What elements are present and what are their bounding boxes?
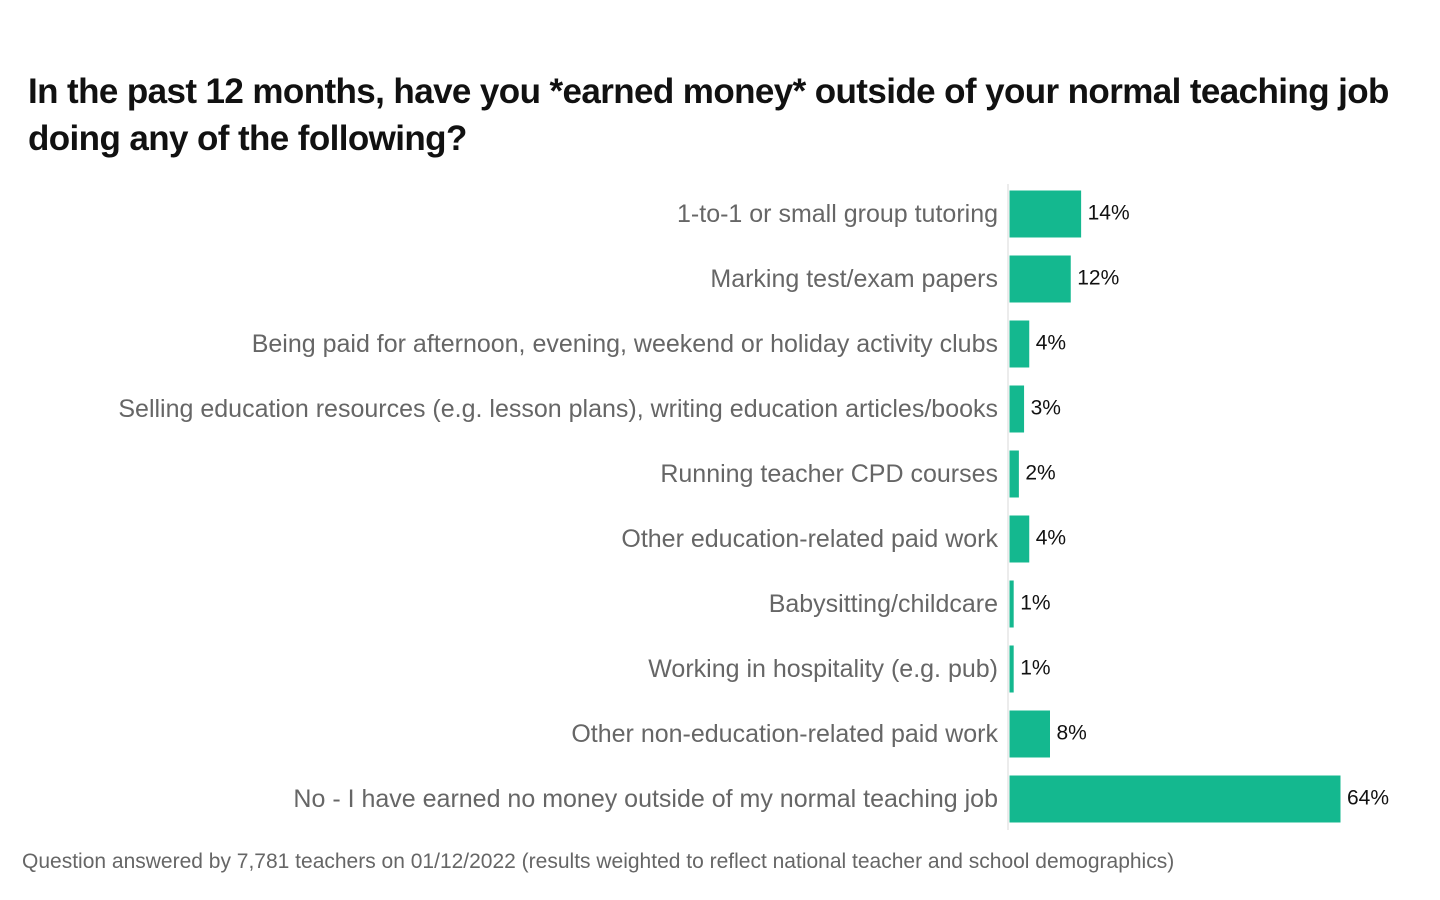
category-label: Running teacher CPD courses bbox=[660, 460, 998, 488]
category-label: Babysitting/childcare bbox=[769, 590, 998, 618]
bar bbox=[1008, 644, 1015, 694]
chart-footnote: Question answered by 7,781 teachers on 0… bbox=[22, 850, 1175, 873]
category-label: Selling education resources (e.g. lesson… bbox=[118, 395, 998, 423]
bar bbox=[1008, 189, 1083, 239]
value-label: 8% bbox=[1057, 722, 1087, 745]
value-label: 64% bbox=[1347, 787, 1389, 810]
value-label: 4% bbox=[1036, 332, 1066, 355]
category-label: 1-to-1 or small group tutoring bbox=[677, 200, 998, 228]
chart-title: In the past 12 months, have you *earned … bbox=[28, 72, 1389, 158]
category-label: Marking test/exam papers bbox=[710, 265, 998, 293]
category-label: Being paid for afternoon, evening, weeke… bbox=[252, 330, 998, 358]
bar bbox=[1008, 709, 1051, 759]
bar bbox=[1008, 254, 1072, 304]
bar bbox=[1008, 774, 1342, 824]
value-label: 1% bbox=[1020, 592, 1050, 615]
category-label: Other non-education-related paid work bbox=[571, 720, 998, 748]
bar bbox=[1008, 449, 1020, 499]
category-label: Other education-related paid work bbox=[621, 525, 998, 553]
category-label: No - I have earned no money outside of m… bbox=[293, 785, 998, 813]
value-label: 2% bbox=[1025, 462, 1055, 485]
category-label: Working in hospitality (e.g. pub) bbox=[648, 655, 998, 683]
bar bbox=[1008, 514, 1031, 564]
value-label: 3% bbox=[1031, 397, 1061, 420]
bar bbox=[1008, 319, 1031, 369]
value-labels: 14% 12% 4% 3% 2% 4% 1% 1% 8% 64% bbox=[1020, 202, 1389, 810]
bar bbox=[1008, 384, 1026, 434]
value-label: 12% bbox=[1077, 267, 1119, 290]
bars bbox=[1008, 189, 1342, 824]
bar bbox=[1008, 579, 1015, 629]
category-labels: 1-to-1 or small group tutoring Marking te… bbox=[118, 200, 998, 813]
value-label: 14% bbox=[1088, 202, 1130, 225]
value-label: 1% bbox=[1020, 657, 1050, 680]
value-label: 4% bbox=[1036, 527, 1066, 550]
